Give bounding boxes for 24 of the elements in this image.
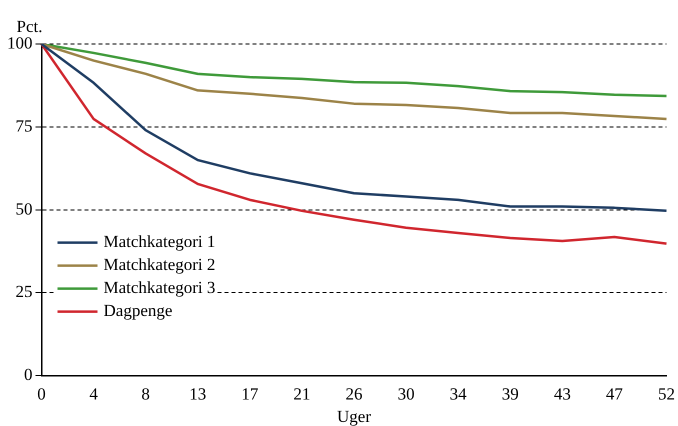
y-tick-label: 25 (16, 282, 32, 302)
x-tick-label: 8 (141, 384, 150, 404)
x-tick-label: 34 (450, 384, 468, 404)
x-tick-label: 52 (658, 384, 675, 404)
legend-label: Matchkategori 1 (104, 232, 216, 252)
x-tick-label: 17 (241, 384, 259, 404)
y-tick-label: 75 (16, 116, 32, 136)
legend-label: Dagpenge (104, 301, 172, 320)
y-tick-label: 50 (16, 199, 32, 218)
legend-label: Matchkategori 2 (104, 255, 216, 274)
y-axis-title: Pct. (16, 16, 42, 36)
x-tick-label: 26 (346, 384, 362, 404)
x-tick-label: 13 (189, 384, 206, 404)
x-tick-label: 47 (606, 384, 624, 404)
legend-label: Matchkategori 3 (104, 278, 216, 298)
x-tick-label: 43 (554, 384, 571, 404)
x-tick-label: 0 (37, 384, 46, 404)
x-tick-label: 39 (502, 384, 519, 404)
x-axis-title: Uger (337, 406, 372, 426)
x-tick-label: 4 (89, 384, 98, 404)
x-tick-label: 21 (293, 384, 310, 404)
y-tick-label: 100 (7, 33, 32, 52)
x-tick-label: 30 (398, 384, 415, 404)
y-tick-label: 0 (24, 365, 32, 384)
